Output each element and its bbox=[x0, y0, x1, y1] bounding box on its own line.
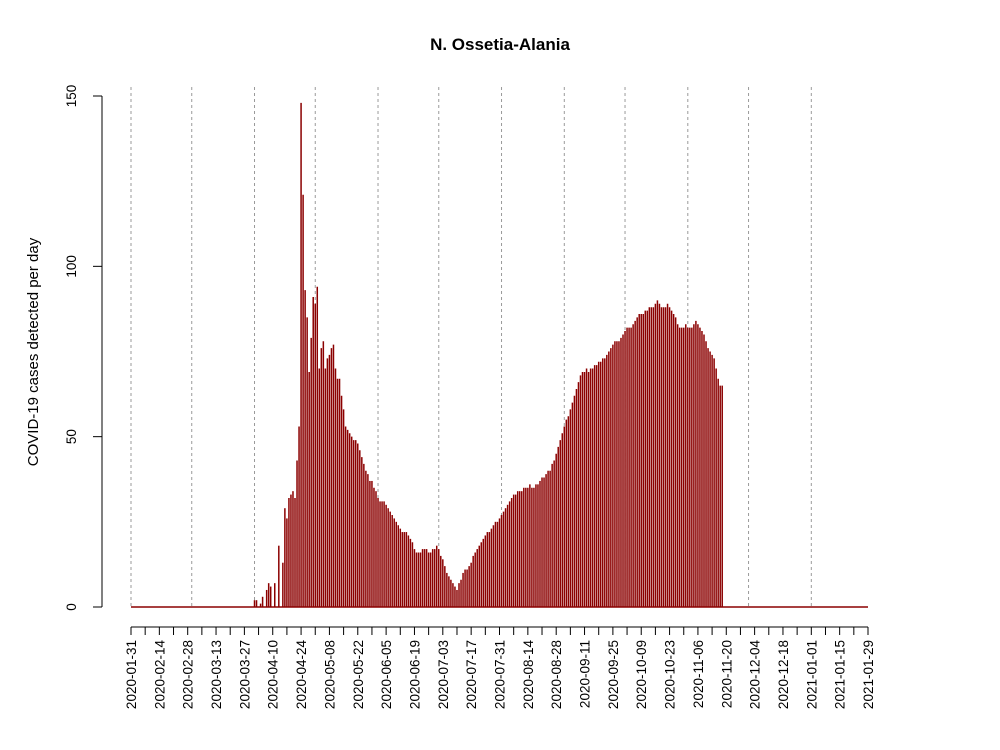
x-tick-label: 2020-11-06 bbox=[691, 640, 706, 708]
x-axis: 2020-01-31 2020-02-14 2020-02-28 2020-03-13… bbox=[124, 626, 876, 710]
y-tick-label: 150 bbox=[64, 85, 79, 108]
x-tick-label: 2020-04-10 bbox=[266, 640, 281, 709]
x-tick-label: 2020-05-22 bbox=[351, 640, 366, 709]
bars bbox=[131, 102, 868, 608]
x-tick-label: 2020-11-20 bbox=[719, 640, 734, 708]
y-tick-label: 0 bbox=[64, 603, 79, 611]
gridlines bbox=[130, 87, 812, 607]
x-tick-label: 2020-12-04 bbox=[748, 640, 763, 710]
y-axis-label: COVID-19 cases detected per day bbox=[25, 237, 42, 466]
x-tick-label: 2020-02-14 bbox=[152, 640, 167, 710]
x-tick-label: 2020-03-13 bbox=[209, 640, 224, 709]
x-tick-label: 2020-07-31 bbox=[493, 640, 508, 709]
x-tick-label: 2020-10-23 bbox=[663, 640, 678, 709]
x-tick-label: 2020-10-09 bbox=[634, 640, 649, 709]
x-tick-label: 2020-09-11 bbox=[578, 640, 593, 708]
x-tick-label: 2021-01-15 bbox=[833, 640, 848, 709]
x-tick-label: 2020-02-28 bbox=[181, 640, 196, 709]
y-tick-label: 100 bbox=[64, 255, 79, 278]
x-tick-label: 2020-09-25 bbox=[606, 640, 621, 709]
chart-title: N. Ossetia-Alania bbox=[430, 35, 570, 54]
x-tick-label: 2020-08-14 bbox=[521, 640, 536, 710]
x-tick-label: 2020-06-19 bbox=[407, 640, 422, 709]
x-tick-label: 2020-05-08 bbox=[322, 640, 337, 709]
x-tick-label: 2020-04-24 bbox=[294, 640, 309, 710]
x-tick-label: 2021-01-01 bbox=[804, 640, 819, 709]
x-tick-label: 2020-08-28 bbox=[549, 640, 564, 709]
x-tick-label: 2020-06-05 bbox=[379, 640, 394, 709]
x-tick-label: 2020-01-31 bbox=[124, 640, 139, 709]
x-tick-label: 2021-01-29 bbox=[861, 640, 876, 709]
x-tick-label: 2020-07-17 bbox=[464, 640, 479, 709]
y-tick-label: 50 bbox=[64, 429, 79, 444]
x-tick-label: 2020-07-03 bbox=[436, 640, 451, 709]
y-axis: 0 50 100 150 bbox=[64, 85, 103, 611]
x-tick-label: 2020-12-18 bbox=[776, 640, 791, 709]
x-tick-label: 2020-03-27 bbox=[237, 640, 252, 709]
